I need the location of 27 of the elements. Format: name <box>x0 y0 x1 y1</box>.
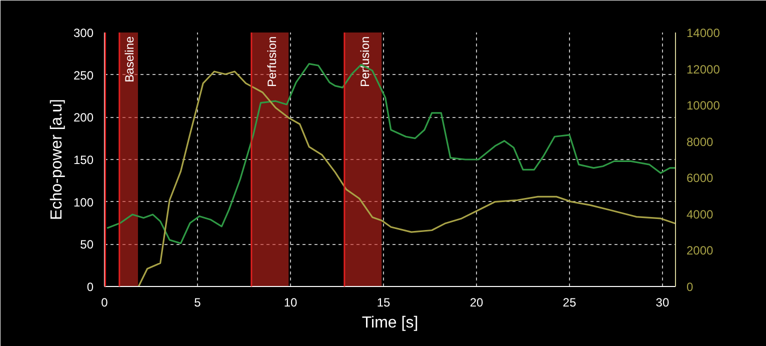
y2-tick-label: 12000 <box>686 62 720 76</box>
y-tick-label: 200 <box>73 110 94 125</box>
y-tick-label: 50 <box>80 238 94 252</box>
y2-tick-label: 2000 <box>686 244 714 258</box>
band-label: Perfusion <box>264 36 279 88</box>
x-axis-title: Time [s] <box>362 314 418 332</box>
y2-tick-label: 6000 <box>686 171 714 186</box>
x-tick-label: 0 <box>101 296 108 310</box>
y2-tick-label: 0 <box>686 280 694 294</box>
y-tick-label: 250 <box>73 68 94 82</box>
x-tick-label: 20 <box>470 296 484 310</box>
x-tick-label: 30 <box>656 296 670 310</box>
y2-tick-label: 4000 <box>686 207 714 222</box>
y-tick-label: 150 <box>73 153 94 167</box>
y2-tick-label: 14000 <box>686 26 720 40</box>
x-tick-label: 10 <box>284 296 298 310</box>
band-label: Perfusion <box>358 36 372 88</box>
x-tick-label: 15 <box>376 296 390 310</box>
y2-tick-label: 8000 <box>686 134 714 149</box>
y2-tick-label: 10000 <box>686 98 720 113</box>
x-tick-label: 25 <box>562 296 576 310</box>
y-tick-label: 100 <box>73 195 94 210</box>
y-tick-label: 0 <box>86 280 94 294</box>
x-tick-label: 5 <box>194 296 202 310</box>
y-axis-title: Echo-power [a.u] <box>48 99 66 220</box>
y-tick-label: 300 <box>73 26 94 40</box>
band-label: Baseline <box>122 36 137 82</box>
